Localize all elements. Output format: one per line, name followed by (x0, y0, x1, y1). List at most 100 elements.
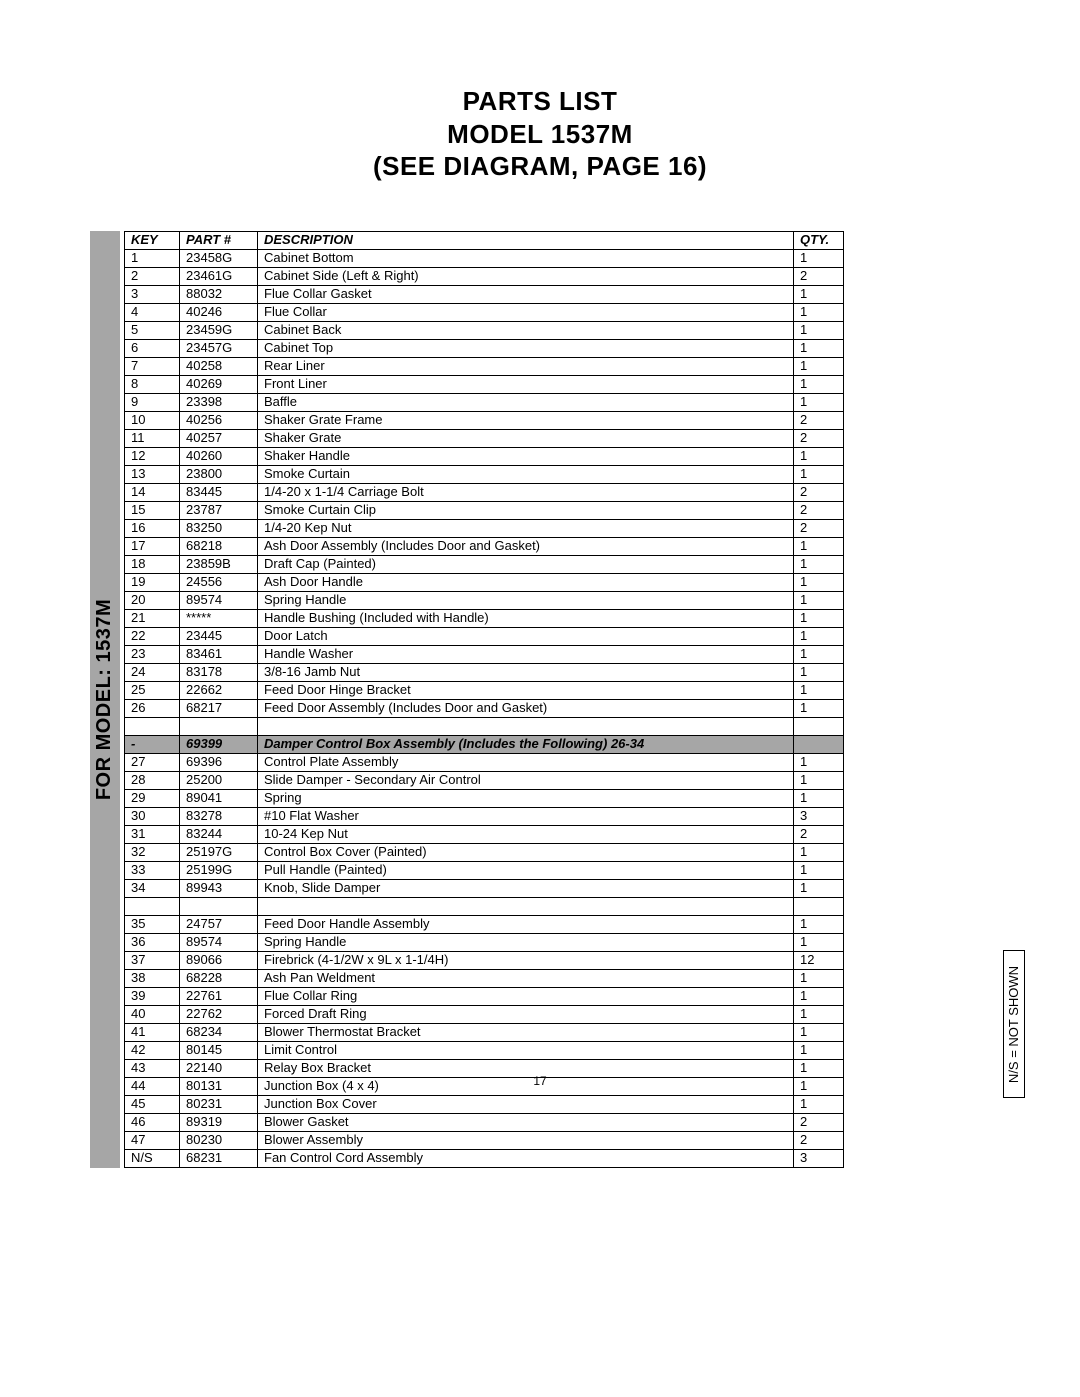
cell-desc: Control Box Cover (Painted) (258, 843, 794, 861)
cell-qty: 2 (794, 411, 844, 429)
cell-key: 15 (125, 501, 180, 519)
cell-desc: Ash Door Handle (258, 573, 794, 591)
cell-desc: Flue Collar Ring (258, 987, 794, 1005)
cell-key: 33 (125, 861, 180, 879)
cell-desc: Fan Control Cord Assembly (258, 1149, 794, 1167)
cell-part: 83461 (180, 645, 258, 663)
cell-desc: Spring (258, 789, 794, 807)
cell-key: 8 (125, 375, 180, 393)
table-row: 24831783/8-16 Jamb Nut1 (125, 663, 844, 681)
cell-part: 22662 (180, 681, 258, 699)
cell-part: 80231 (180, 1095, 258, 1113)
table-row: 623457GCabinet Top1 (125, 339, 844, 357)
table-row: 1040256Shaker Grate Frame2 (125, 411, 844, 429)
cell-part: 23457G (180, 339, 258, 357)
table-row: 840269Front Liner1 (125, 375, 844, 393)
cell-part: 40258 (180, 357, 258, 375)
table-row: 1240260Shaker Handle1 (125, 447, 844, 465)
cell-key: 9 (125, 393, 180, 411)
title-line-3: (SEE DIAGRAM, PAGE 16) (90, 150, 990, 183)
cell-qty: 1 (794, 357, 844, 375)
cell-part: 69396 (180, 753, 258, 771)
cell-part: 40246 (180, 303, 258, 321)
cell-key: 38 (125, 969, 180, 987)
header-key: KEY (125, 231, 180, 249)
cell-part: 68217 (180, 699, 258, 717)
cell-qty: 1 (794, 1041, 844, 1059)
cell-desc: Smoke Curtain Clip (258, 501, 794, 519)
cell-part: 40269 (180, 375, 258, 393)
cell-key: 42 (125, 1041, 180, 1059)
cell-qty: 1 (794, 1023, 844, 1041)
cell-key: 2 (125, 267, 180, 285)
cell-qty: 2 (794, 519, 844, 537)
cell-qty: 1 (794, 789, 844, 807)
cell-key: 35 (125, 915, 180, 933)
cell-key: 6 (125, 339, 180, 357)
cell-desc: Shaker Handle (258, 447, 794, 465)
cell-part: 89574 (180, 591, 258, 609)
cell-desc: Cabinet Bottom (258, 249, 794, 267)
cell-key: 45 (125, 1095, 180, 1113)
cell-part: 80230 (180, 1131, 258, 1149)
cell-desc: Spring Handle (258, 591, 794, 609)
header-desc: DESCRIPTION (258, 231, 794, 249)
cell-part: 23458G (180, 249, 258, 267)
table-row: 1823859BDraft Cap (Painted)1 (125, 555, 844, 573)
cell-qty: 1 (794, 861, 844, 879)
table-row: 388032Flue Collar Gasket1 (125, 285, 844, 303)
cell-desc: Door Latch (258, 627, 794, 645)
cell-desc: Draft Cap (Painted) (258, 555, 794, 573)
section-header-row: - 69399 Damper Control Box Assembly (Inc… (125, 735, 844, 753)
cell-part: 23461G (180, 267, 258, 285)
table-row: 3083278#10 Flat Washer3 (125, 807, 844, 825)
cell-key: 34 (125, 879, 180, 897)
cell-key: 25 (125, 681, 180, 699)
table-row: N/S68231Fan Control Cord Assembly3 (125, 1149, 844, 1167)
cell-qty: 2 (794, 483, 844, 501)
cell-part: 89041 (180, 789, 258, 807)
cell-part: 68234 (180, 1023, 258, 1041)
cell-part: 40257 (180, 429, 258, 447)
cell-qty: 1 (794, 645, 844, 663)
parts-table: KEY PART # DESCRIPTION QTY. 123458GCabin… (124, 231, 844, 1168)
cell-key: 20 (125, 591, 180, 609)
cell-key: 37 (125, 951, 180, 969)
table-row: 440246Flue Collar1 (125, 303, 844, 321)
cell-desc: Shaker Grate Frame (258, 411, 794, 429)
cell-qty: 1 (794, 699, 844, 717)
model-sidebar: FOR MODEL: 1537M (90, 231, 120, 1168)
cell-desc: Smoke Curtain (258, 465, 794, 483)
cell-desc: Pull Handle (Painted) (258, 861, 794, 879)
table-row: 2383461Handle Washer1 (125, 645, 844, 663)
cell-desc: Shaker Grate (258, 429, 794, 447)
cell-qty: 1 (794, 843, 844, 861)
cell-key: 24 (125, 663, 180, 681)
cell-key: 19 (125, 573, 180, 591)
cell-qty: 1 (794, 393, 844, 411)
cell-key: 1 (125, 249, 180, 267)
cell-qty: 1 (794, 879, 844, 897)
cell-qty: 1 (794, 537, 844, 555)
table-row: 223461GCabinet Side (Left & Right)2 (125, 267, 844, 285)
cell-desc: Blower Assembly (258, 1131, 794, 1149)
header-qty: QTY. (794, 231, 844, 249)
cell-part: 25199G (180, 861, 258, 879)
cell-desc: Cabinet Back (258, 321, 794, 339)
cell-key: 3 (125, 285, 180, 303)
table-row: 1323800Smoke Curtain1 (125, 465, 844, 483)
table-row: 740258Rear Liner1 (125, 357, 844, 375)
cell-desc: Cabinet Side (Left & Right) (258, 267, 794, 285)
cell-key: N/S (125, 1149, 180, 1167)
cell-key: 39 (125, 987, 180, 1005)
cell-part: 23398 (180, 393, 258, 411)
cell-key: 7 (125, 357, 180, 375)
cell-qty: 1 (794, 987, 844, 1005)
cell-desc: Forced Draft Ring (258, 1005, 794, 1023)
cell-qty: 1 (794, 753, 844, 771)
cell-part: 24757 (180, 915, 258, 933)
cell-qty: 1 (794, 249, 844, 267)
cell-key: 12 (125, 447, 180, 465)
cell-part: 89319 (180, 1113, 258, 1131)
cell-key: 23 (125, 645, 180, 663)
